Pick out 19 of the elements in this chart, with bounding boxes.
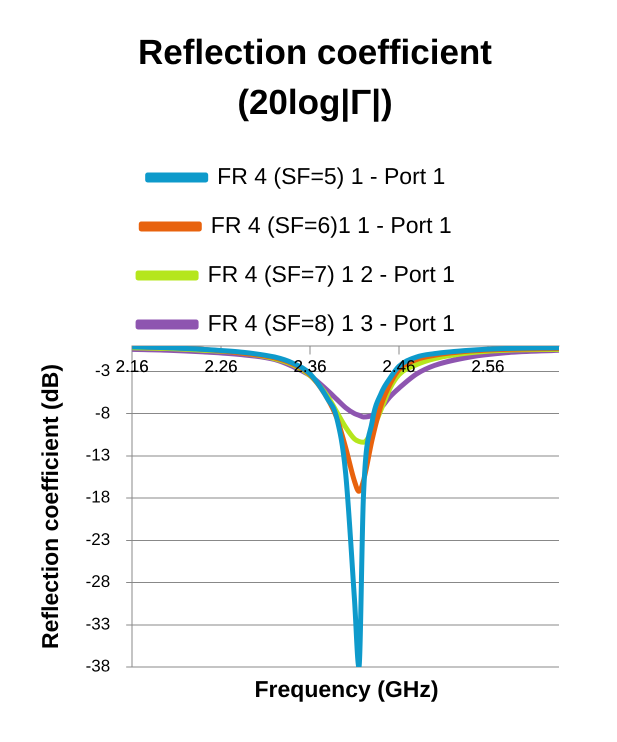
y-tick-label: -33: [86, 614, 110, 634]
legend-label: FR 4 (SF=7) 1 2 - Port 1: [208, 260, 455, 287]
x-tick-label: 2.26: [204, 356, 238, 376]
x-tick-label: 2.16: [116, 356, 149, 376]
chart-title: Reflection coefficient (20log|Γ|): [137, 32, 493, 124]
x-tick-label: 2.56: [471, 356, 504, 376]
y-tick-label: -3: [95, 361, 110, 380]
legend-label: FR 4 (SF=5) 1 - Port 1: [217, 162, 446, 189]
x-axis-title: Frequency (GHz): [253, 676, 440, 703]
y-tick-label: -13: [86, 446, 110, 465]
y-tick-label: -23: [86, 530, 110, 549]
x-tick-label: 2.46: [382, 356, 416, 376]
y-axis-title: Reflection coefficient (dB): [37, 364, 64, 649]
y-tick-label: -18: [86, 488, 110, 507]
y-tick-label: -38: [86, 656, 110, 676]
y-tick-label: -8: [95, 403, 110, 422]
legend-label: FR 4 (SF=8) 1 3 - Port 1: [208, 310, 455, 336]
legend-label: FR 4 (SF=6)1 1 - Port 1: [210, 212, 452, 238]
y-tick-label: -28: [86, 572, 110, 592]
